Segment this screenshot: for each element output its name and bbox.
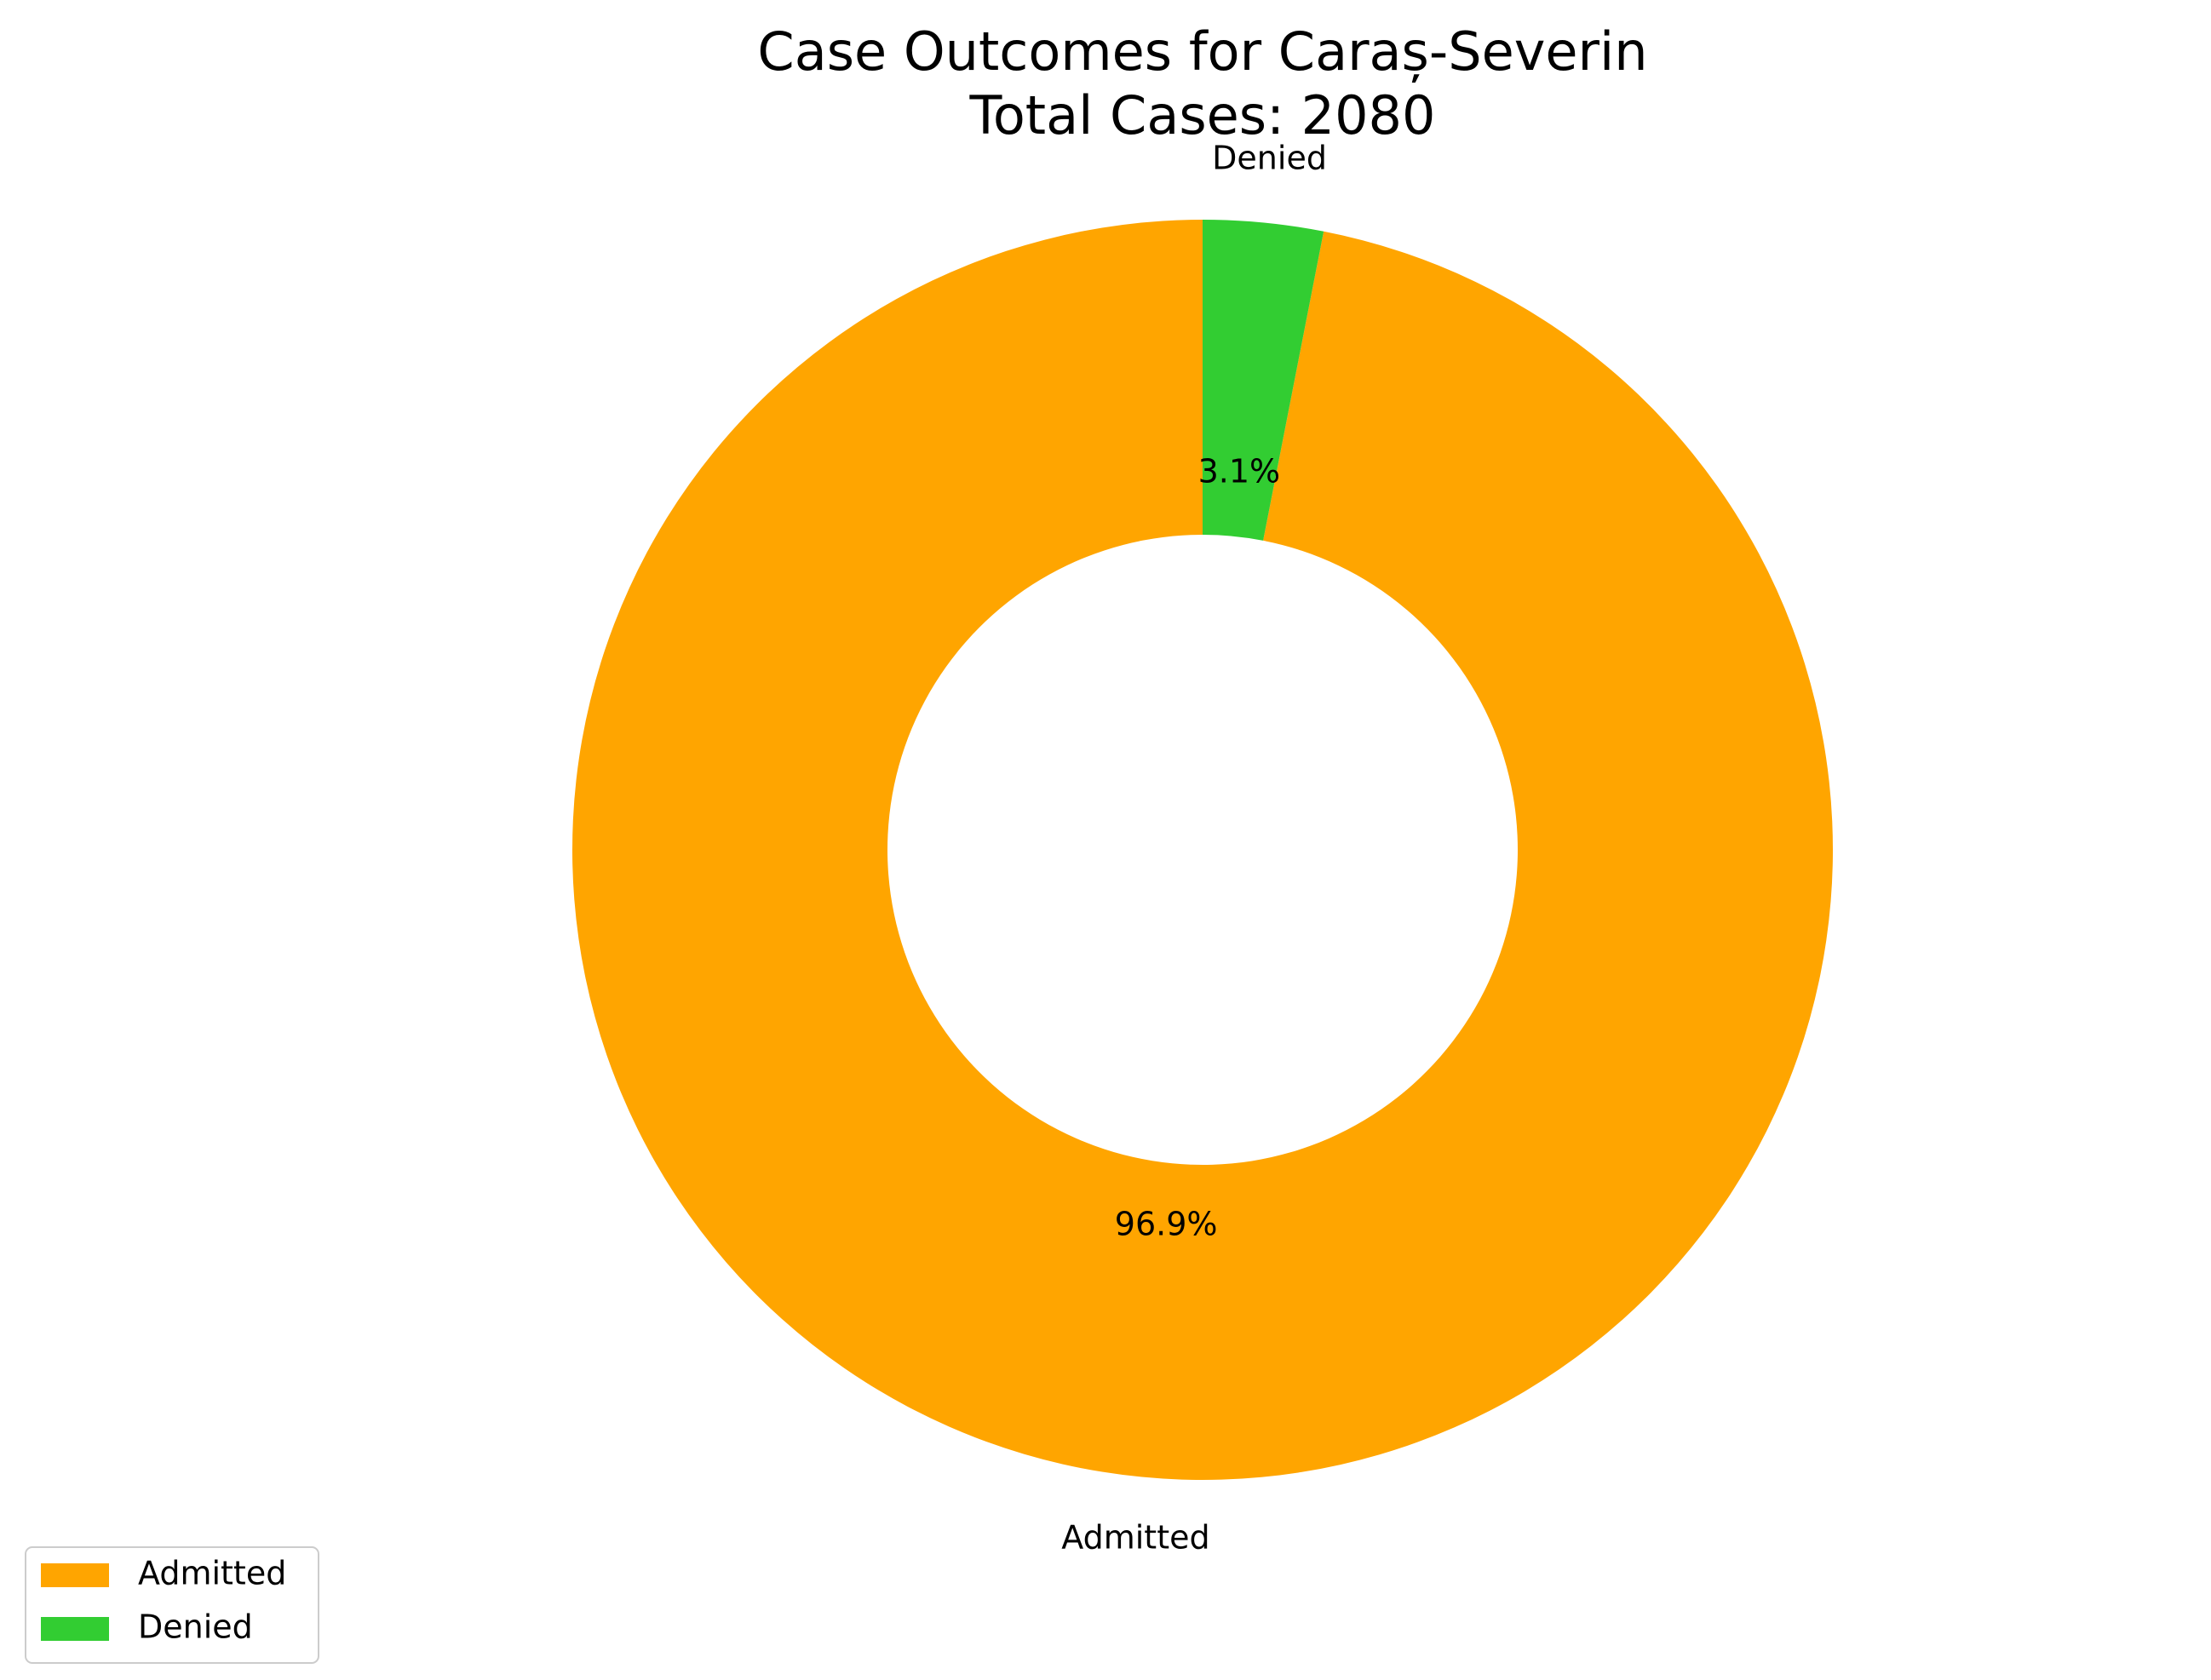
chart-title-line-1: Case Outcomes for Caraș-Severin bbox=[757, 20, 1647, 83]
legend-swatch-admitted bbox=[41, 1563, 109, 1587]
pie-slice-denied bbox=[1203, 220, 1324, 541]
slice-label-denied: Denied bbox=[1212, 139, 1327, 176]
legend-label-admitted: Admitted bbox=[138, 1555, 286, 1592]
chart-title: Case Outcomes for Caraș-Severin Total Ca… bbox=[757, 20, 1647, 146]
pie-slice-admitted bbox=[572, 220, 1834, 1480]
legend: Admitted Denied bbox=[25, 1546, 319, 1664]
percent-label-admitted: 96.9% bbox=[1115, 1205, 1218, 1242]
pie-slices bbox=[572, 220, 1834, 1480]
slice-label-admitted: Admitted bbox=[1061, 1519, 1209, 1557]
legend-swatch-denied bbox=[41, 1617, 109, 1641]
legend-label-denied: Denied bbox=[138, 1608, 253, 1646]
percent-labels: 96.9% 3.1% bbox=[1115, 453, 1280, 1243]
percent-label-denied: 3.1% bbox=[1198, 453, 1281, 490]
chart-title-line-2: Total Cases: 2080 bbox=[969, 84, 1436, 146]
slice-labels: Admitted Denied bbox=[1061, 139, 1327, 1556]
